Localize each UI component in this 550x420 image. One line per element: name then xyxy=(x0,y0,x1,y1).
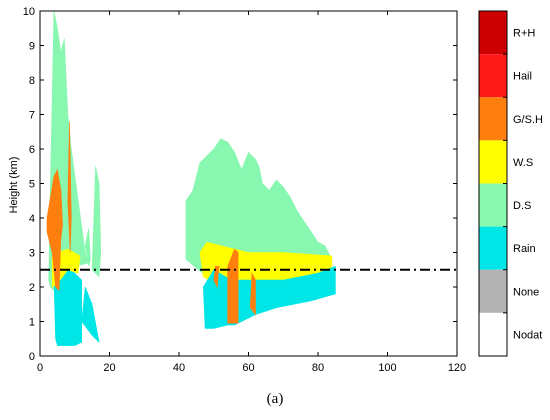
x-tick-label: 60 xyxy=(242,362,254,374)
region-d-s-1 xyxy=(91,166,102,278)
figure-caption: (a) xyxy=(266,391,284,407)
colorbar-label-none: None xyxy=(513,286,539,298)
colorbar-swatch-d-s xyxy=(479,183,507,227)
region-rain-4 xyxy=(81,286,100,344)
region-g-s-h-7 xyxy=(67,121,72,253)
x-tick-label: 80 xyxy=(312,362,324,374)
region-d-s-8 xyxy=(185,138,333,277)
y-tick-label: 3 xyxy=(29,248,35,260)
y-tick-label: 4 xyxy=(29,213,35,225)
colorbar-swatch-w-s xyxy=(479,140,507,184)
x-axis: 0 20 40 60 80 100 120 xyxy=(37,11,466,374)
colorbar-swatch-none xyxy=(479,269,507,313)
colorbar: R+H Hail G/S.H W.S D.S Rain None Nodat xyxy=(478,10,543,357)
y-tick-label: 6 xyxy=(29,144,35,156)
x-tick-label: 120 xyxy=(448,362,466,374)
y-tick-label: 5 xyxy=(29,179,35,191)
region-g-s-h-13 xyxy=(213,265,220,289)
colorbar-label-g-s-h: G/S.H xyxy=(513,114,543,126)
colorbar-label-w-s: W.S xyxy=(513,157,533,169)
colorbar-label-rain: Rain xyxy=(513,243,536,255)
region-g-s-h-12 xyxy=(249,272,256,316)
y-tick-label: 9 xyxy=(29,41,35,53)
y-tick-label: 10 xyxy=(23,6,35,18)
region-g-s-h-11 xyxy=(227,248,239,324)
colorbar-swatch-hail xyxy=(479,54,507,98)
colorbar-label-nodat: Nodat xyxy=(513,329,542,341)
y-tick-label: 0 xyxy=(29,351,35,363)
y-tick-label: 8 xyxy=(29,75,35,87)
colorbar-label-r-h: R+H xyxy=(513,28,535,40)
colorbar-swatch-g-s-h xyxy=(479,97,507,141)
y-tick-label: 1 xyxy=(29,317,35,329)
colorbar-swatch-rain xyxy=(479,226,507,270)
y-axis: 0 1 2 3 4 5 6 7 8 9 10 xyxy=(23,6,457,363)
region-g-s-h-6 xyxy=(46,168,63,292)
y-tick-label: 2 xyxy=(29,282,35,294)
x-tick-label: 20 xyxy=(103,362,115,374)
chart-svg: 0 20 40 60 80 100 120 0 1 2 3 4 5 6 7 8 9 10 Height (km)… xyxy=(8,6,543,374)
x-tick-label: 100 xyxy=(378,362,396,374)
colorbar-label-hail: Hail xyxy=(513,71,532,83)
colorbar-frame xyxy=(478,10,508,357)
plot-area xyxy=(46,10,336,346)
colorbar-swatch-r-h xyxy=(479,11,507,55)
x-tick-label: 40 xyxy=(173,362,185,374)
y-axis-title: Height (km) xyxy=(8,157,20,214)
colorbar-label-d-s: D.S xyxy=(513,200,531,212)
colorbar-swatch-nodat xyxy=(479,312,507,356)
x-tick-label: 0 xyxy=(37,362,43,374)
y-tick-label: 7 xyxy=(29,110,35,122)
region-d-s-2 xyxy=(84,228,91,267)
